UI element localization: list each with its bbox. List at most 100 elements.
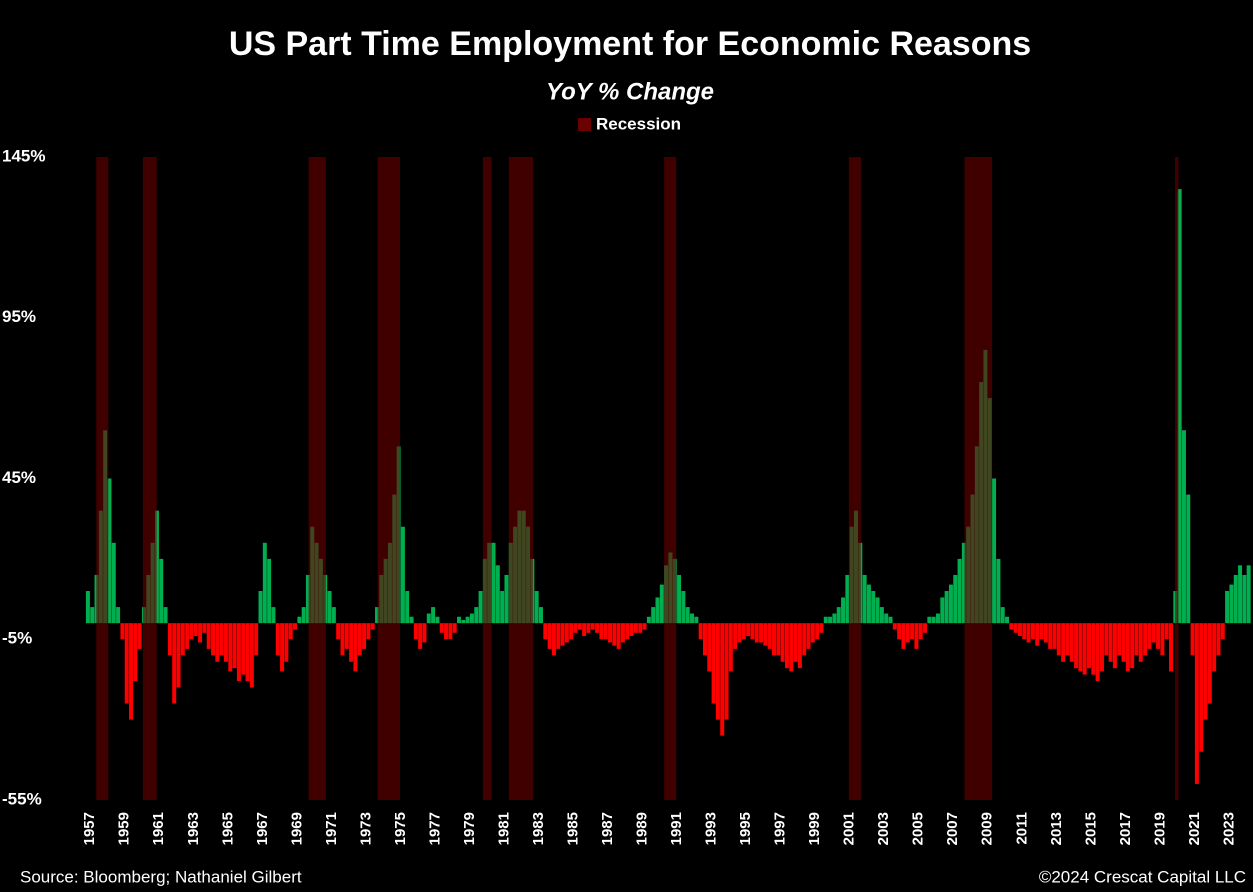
bar (228, 623, 233, 672)
x-tick-label: 1977 (426, 812, 443, 845)
bar (897, 623, 902, 640)
bar (245, 623, 250, 682)
bar (154, 510, 159, 624)
recession-band (482, 157, 492, 800)
bar (1121, 623, 1126, 662)
bar (1082, 623, 1087, 675)
bar (1194, 623, 1199, 784)
bar (474, 607, 479, 624)
bar (504, 574, 509, 624)
bar (439, 623, 444, 633)
bar (366, 623, 371, 640)
x-tick-label: 1989 (634, 812, 651, 845)
bar (422, 623, 427, 643)
bar (1216, 623, 1221, 656)
x-tick-label: 2023 (1220, 812, 1237, 845)
bar (288, 623, 293, 640)
copyright: ©2024 Crescat Capital LLC (1039, 867, 1246, 886)
bar (538, 607, 543, 624)
bar (448, 623, 453, 640)
bar (1220, 623, 1225, 640)
recession-band (848, 157, 861, 800)
bar (418, 623, 423, 649)
bar (1052, 623, 1057, 649)
bar (431, 607, 436, 624)
bar (1169, 623, 1173, 672)
bar (202, 623, 207, 633)
bar (180, 623, 185, 656)
bar (1013, 623, 1018, 633)
bar (409, 616, 414, 624)
bar (1238, 565, 1243, 624)
bar (1112, 623, 1117, 669)
bar (823, 616, 828, 624)
bar (819, 623, 824, 633)
bar (806, 623, 811, 649)
x-tick-label: 1987 (599, 812, 616, 845)
bar (612, 623, 617, 646)
bar (452, 623, 457, 633)
bar (344, 623, 349, 649)
bar (931, 616, 936, 624)
x-tick-label: 2015 (1082, 812, 1099, 845)
bar (193, 623, 198, 637)
bar (702, 623, 707, 656)
bar (711, 623, 716, 704)
bar (1022, 623, 1027, 640)
y-tick-label: 145% (2, 146, 45, 165)
bar (599, 623, 604, 640)
recession-band (142, 157, 157, 800)
recession-band (964, 157, 993, 800)
x-tick-label: 1995 (737, 812, 754, 845)
bar (426, 613, 431, 624)
bar (232, 623, 237, 669)
x-tick-label: 1963 (185, 812, 202, 845)
x-tick-label: 1969 (288, 812, 305, 845)
bar (603, 623, 608, 640)
bar (961, 542, 966, 624)
bar (1065, 623, 1070, 656)
bar (595, 623, 600, 633)
bar (500, 591, 505, 624)
bar (331, 607, 336, 624)
x-tick-label: 1959 (116, 812, 133, 845)
bar (927, 616, 932, 624)
bar (1078, 623, 1083, 672)
bar (111, 542, 116, 624)
x-tick-label: 2021 (1186, 812, 1203, 845)
x-tick-label: 1961 (150, 812, 167, 845)
bar (789, 623, 794, 672)
x-tick-label: 1997 (772, 812, 789, 845)
bar (1225, 591, 1230, 624)
bar (133, 623, 138, 682)
bar (1026, 623, 1031, 643)
bar (543, 623, 548, 640)
bar (107, 478, 112, 624)
bar (435, 616, 440, 624)
bar (236, 623, 241, 682)
bar (741, 623, 746, 640)
bar (556, 623, 561, 649)
bar (249, 623, 254, 688)
bar (582, 623, 587, 637)
legend-swatch (578, 118, 591, 131)
bar (879, 607, 884, 624)
bar (85, 591, 90, 624)
x-tick-label: 1967 (254, 812, 271, 845)
bar (275, 623, 280, 656)
bar (1147, 623, 1152, 649)
bar (1138, 623, 1143, 662)
bar (694, 616, 699, 624)
bar (189, 623, 194, 640)
bar (340, 623, 345, 656)
bar (1164, 623, 1169, 640)
bar (914, 623, 919, 649)
x-tick-label: 2013 (1048, 812, 1065, 845)
bar (698, 623, 703, 640)
bar (651, 607, 656, 624)
bar (120, 623, 125, 640)
bar (884, 613, 889, 624)
